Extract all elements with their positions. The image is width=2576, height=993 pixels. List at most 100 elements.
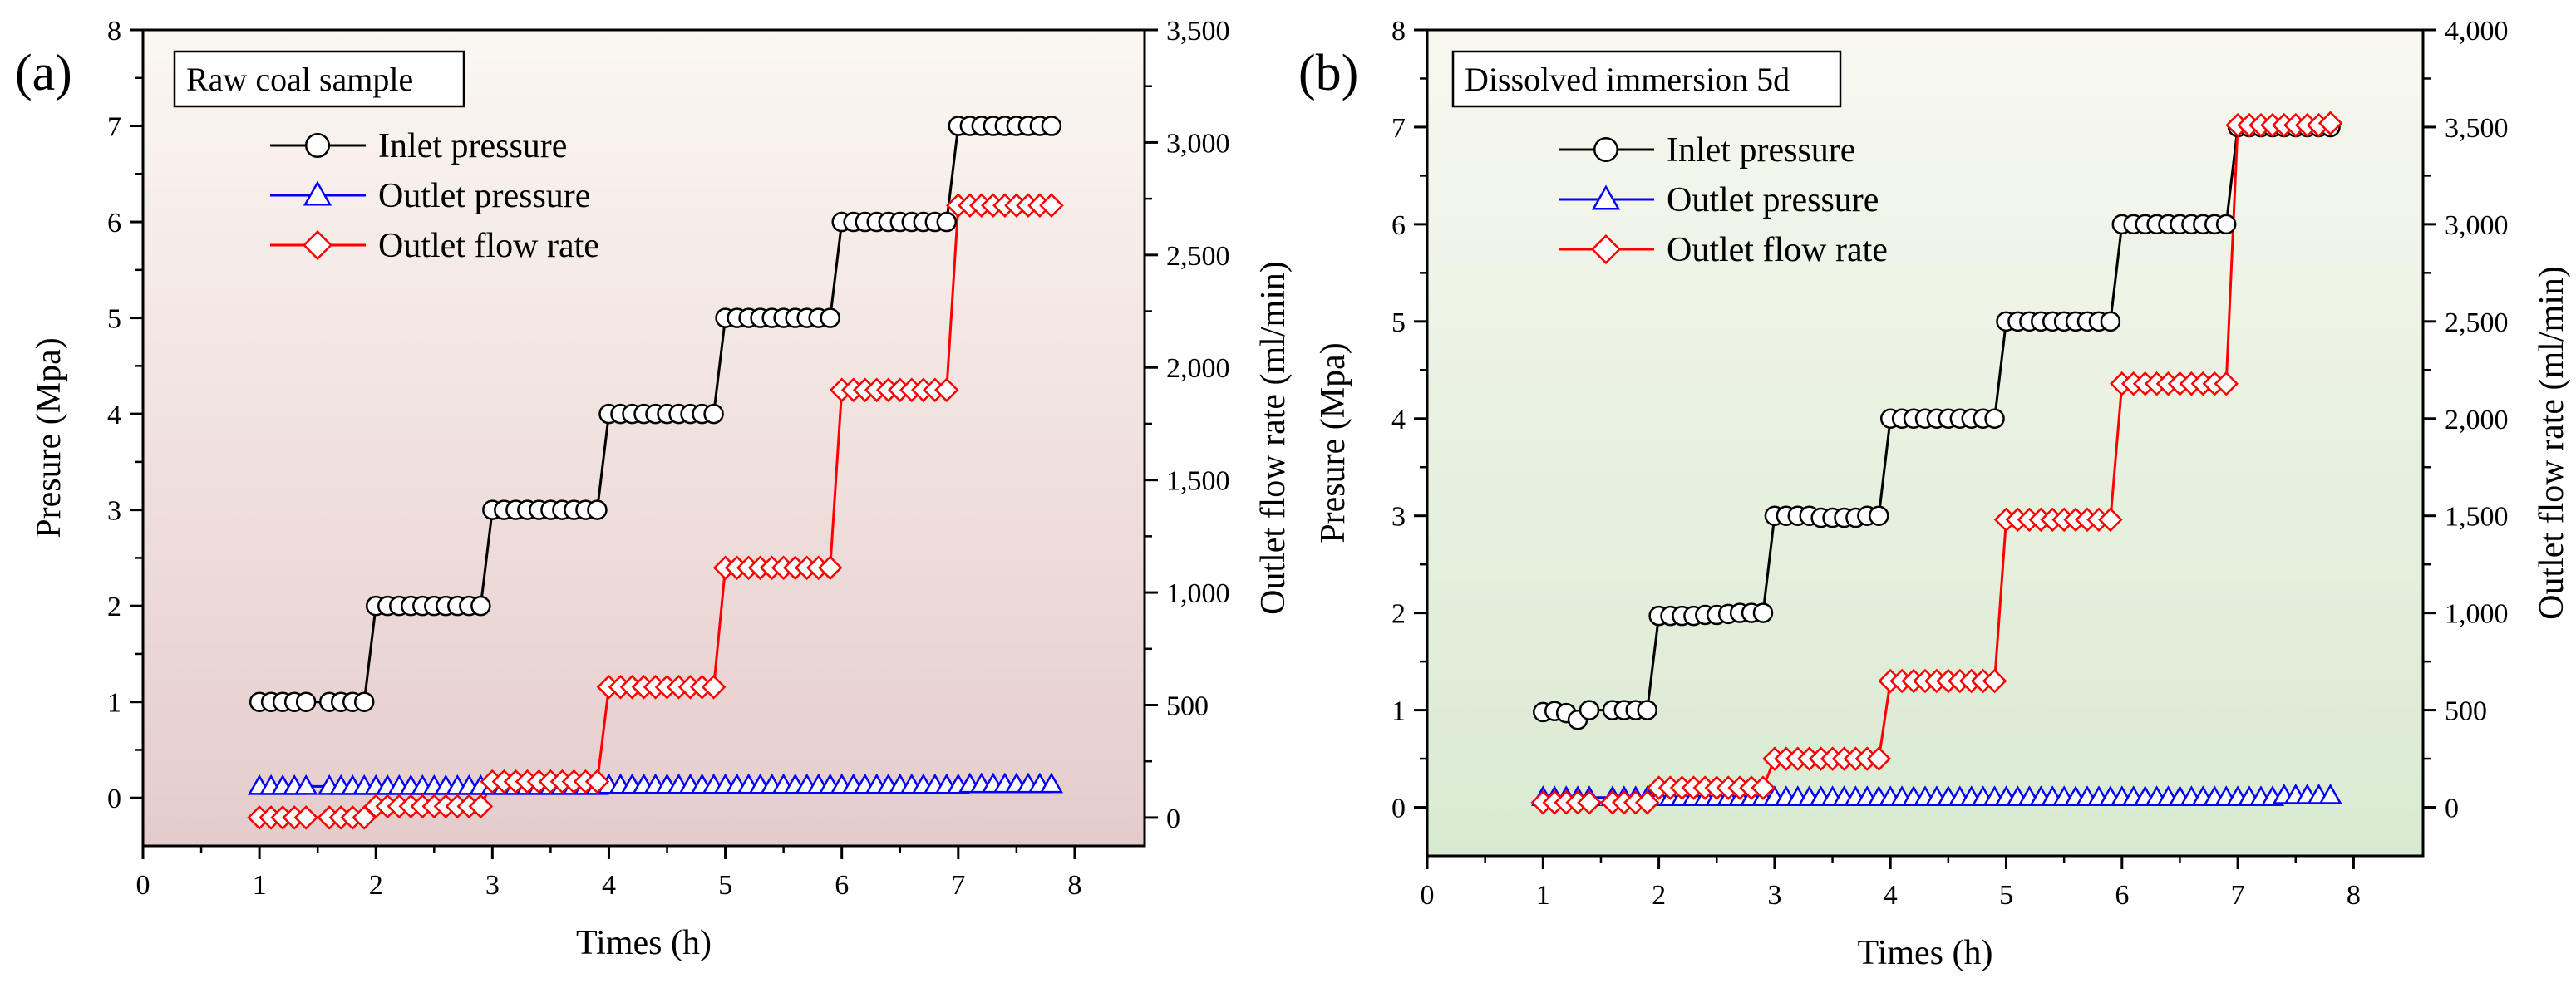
y-tick-label: 6 <box>107 208 121 238</box>
y-tick-label: 0 <box>1391 794 1406 824</box>
y2-tick-label: 3,500 <box>1166 16 1230 47</box>
x-tick-label: 5 <box>718 870 732 901</box>
y-tick-label: 6 <box>1391 210 1406 241</box>
y-tick-label: 0 <box>107 784 121 814</box>
y-tick-label: 8 <box>1391 16 1406 47</box>
data-point-circle <box>1984 408 2005 430</box>
data-point-diamond <box>293 805 318 830</box>
y-tick-label: 5 <box>1391 307 1406 338</box>
data-point-circle <box>2215 214 2237 235</box>
x-tick-label: 1 <box>1536 880 1550 911</box>
data-point-diamond <box>1866 746 1892 771</box>
y-axis-title: Presure (Mpa) <box>1314 342 1352 543</box>
y2-tick-label: 0 <box>2445 794 2459 824</box>
y-tick-label: 4 <box>1391 405 1406 435</box>
y-tick-label: 8 <box>107 16 121 47</box>
data-point-diamond <box>2214 371 2239 396</box>
y2-tick-label: 1,500 <box>2445 502 2509 533</box>
y-tick-label: 2 <box>1391 599 1406 630</box>
x-tick-label: 7 <box>2231 880 2245 911</box>
data-point-diamond <box>701 675 727 700</box>
y-tick-label: 7 <box>107 112 121 143</box>
data-point-circle <box>353 691 375 712</box>
y2-tick-label: 2,500 <box>1166 241 1230 272</box>
sample-label-box <box>1451 50 1842 108</box>
y-tick-label: 5 <box>107 304 121 335</box>
data-point-triangle <box>1039 772 1064 794</box>
data-point-circle <box>1637 700 1657 720</box>
data-point-circle <box>820 307 840 328</box>
x-tick-label: 2 <box>1652 880 1666 911</box>
x-axis-title: Times (h) <box>1858 934 1993 972</box>
x-tick-label: 2 <box>369 870 383 901</box>
x-tick-label: 3 <box>1767 880 1781 911</box>
plot-frame <box>141 28 1146 848</box>
x-tick-label: 0 <box>1421 880 1435 911</box>
data-point-diamond <box>934 377 959 403</box>
data-point-diamond <box>1634 789 1660 815</box>
sample-label: Raw coal sample <box>186 61 413 98</box>
data-point-circle <box>470 595 491 617</box>
y2-tick-label: 4,000 <box>2445 16 2509 47</box>
y2-tick-label: 0 <box>1166 804 1180 834</box>
y2-tick-label: 3,500 <box>2445 113 2509 144</box>
y-tick-label: 1 <box>1391 696 1406 727</box>
y2-tick-label: 2,000 <box>1166 353 1230 384</box>
y2-tick-label: 1,500 <box>1166 466 1230 497</box>
x-tick-label: 8 <box>1067 870 1081 901</box>
y2-tick-label: 500 <box>2445 696 2487 727</box>
legend-label: Inlet pressure <box>378 127 567 165</box>
x-axis-title: Times (h) <box>576 924 712 962</box>
legend-marker-triangle <box>303 180 332 206</box>
legend-marker-circle <box>1593 137 1618 162</box>
legend-label: Outlet flow rate <box>1667 231 1888 269</box>
data-point-circle <box>1869 505 1889 526</box>
series-layer <box>1530 111 2343 815</box>
plot-area <box>143 30 1145 846</box>
y-tick-label: 4 <box>107 400 121 430</box>
data-point-circle <box>1579 700 1600 720</box>
data-point-triangle <box>294 774 318 795</box>
x-tick-label: 0 <box>136 870 150 901</box>
chart-panel-a: 0 1 2 3 4 5 6 7 8 0 1 2 3 4 5 6 7 8 0 500 1,000 1,500 2,000 2,5… <box>15 16 1293 962</box>
y-tick-label: 7 <box>1391 113 1406 144</box>
y-tick-label: 3 <box>107 496 121 527</box>
y2-tick-label: 1,000 <box>1166 578 1230 609</box>
sample-label-box <box>173 50 465 108</box>
legend-marker-diamond <box>303 230 333 261</box>
data-point-diamond <box>1039 193 1064 218</box>
legend: Inlet pressure Outlet pressure Outlet flow… <box>270 127 599 265</box>
y2-tick-label: 3,000 <box>1166 128 1230 159</box>
data-point-triangle <box>2318 783 2342 804</box>
plot-area <box>1427 30 2423 856</box>
y2-tick-label: 3,000 <box>2445 210 2509 241</box>
x-tick-label: 6 <box>2115 880 2129 911</box>
chart-panel-b: 0 1 2 3 4 5 6 7 8 0 1 2 3 4 5 6 7 8 0 500 1,000 1,500 2,000 2,5… <box>1298 16 2571 972</box>
x-tick-label: 1 <box>253 870 267 901</box>
x-tick-label: 6 <box>835 870 849 901</box>
x-tick-label: 5 <box>1999 880 2013 911</box>
plot-frame <box>1426 28 2425 858</box>
y2-tick-label: 1,000 <box>2445 599 2509 630</box>
x-tick-label: 3 <box>485 870 500 901</box>
data-point-diamond <box>1751 775 1776 800</box>
data-point-diamond <box>584 769 610 794</box>
data-point-diamond <box>817 555 843 581</box>
series-layer <box>247 116 1064 830</box>
legend-marker-diamond <box>1591 234 1622 265</box>
y-tick-label: 2 <box>107 592 121 622</box>
data-point-diamond <box>468 794 494 819</box>
y2-axis-title: Outlet flow rate (ml/min) <box>2533 266 2571 620</box>
data-point-circle <box>587 499 608 520</box>
legend-label: Inlet pressure <box>1667 131 1855 170</box>
panel-letter: (b) <box>1298 45 1358 101</box>
data-point-diamond <box>2317 111 2343 136</box>
data-point-circle <box>1752 602 1774 623</box>
data-point-circle <box>936 211 958 233</box>
x-tick-label: 8 <box>2347 880 2361 911</box>
legend-marker-circle <box>305 133 330 158</box>
x-tick-label: 7 <box>951 870 965 901</box>
legend-marker-triangle <box>1591 184 1621 210</box>
data-point-diamond <box>1982 668 2007 694</box>
sample-label: Dissolved immersion 5d <box>1465 61 1790 98</box>
